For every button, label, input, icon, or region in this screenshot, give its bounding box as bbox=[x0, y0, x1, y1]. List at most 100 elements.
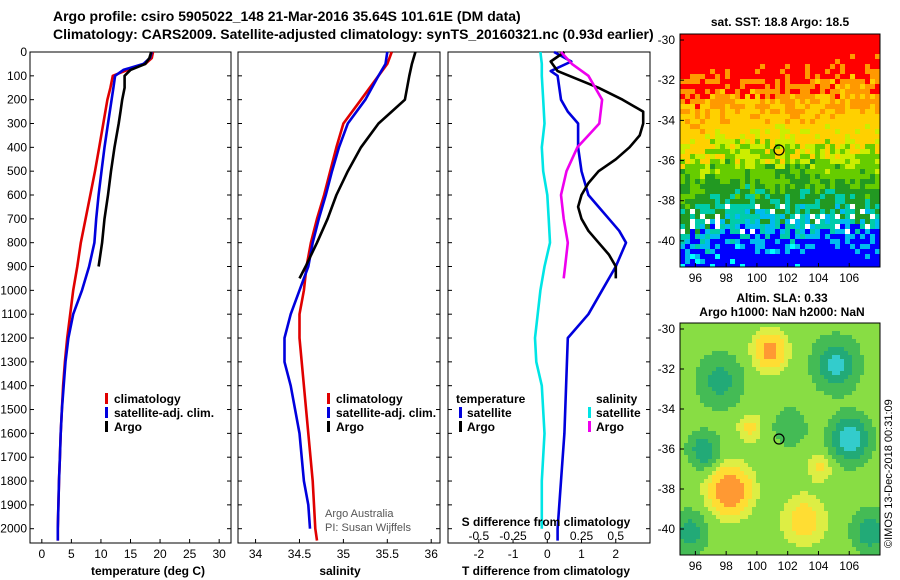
sla-cell bbox=[804, 403, 808, 407]
sla-cell bbox=[824, 495, 828, 499]
sla-cell bbox=[724, 383, 728, 387]
sla-cell bbox=[876, 403, 880, 407]
sst-cell bbox=[785, 104, 790, 109]
sst-cell bbox=[815, 254, 820, 259]
sla-cell bbox=[692, 395, 696, 399]
sst-cell bbox=[810, 49, 815, 54]
sla-cell bbox=[744, 371, 748, 375]
sla-cell bbox=[736, 351, 740, 355]
sst-cell bbox=[875, 229, 880, 234]
sla-cell bbox=[864, 323, 868, 327]
sla-cell bbox=[796, 323, 800, 327]
sla-cell bbox=[836, 339, 840, 343]
sla-cell bbox=[748, 463, 752, 467]
sla-cell bbox=[772, 347, 776, 351]
sla-cell bbox=[836, 367, 840, 371]
sla-cell bbox=[760, 487, 764, 491]
sst-cell bbox=[780, 99, 785, 104]
sla-cell bbox=[736, 367, 740, 371]
sst-cell bbox=[840, 129, 845, 134]
sla-cell bbox=[780, 363, 784, 367]
sst-cell bbox=[755, 74, 760, 79]
sst-cell bbox=[750, 229, 755, 234]
sst-cell bbox=[690, 114, 695, 119]
sst-cell bbox=[825, 154, 830, 159]
sla-cell bbox=[816, 435, 820, 439]
sla-cell bbox=[704, 523, 708, 527]
sst-cell bbox=[725, 254, 730, 259]
sst-cell bbox=[820, 119, 825, 124]
sla-cell bbox=[704, 415, 708, 419]
sla-cell bbox=[684, 359, 688, 363]
x-tick-label: 1 bbox=[578, 547, 585, 561]
depth-tick-label: 300 bbox=[7, 117, 27, 131]
sla-cell bbox=[764, 387, 768, 391]
sst-cell bbox=[870, 74, 875, 79]
sla-cell bbox=[836, 451, 840, 455]
sla-cell bbox=[756, 511, 760, 515]
sst-cell bbox=[695, 249, 700, 254]
sst-cell bbox=[700, 259, 705, 264]
sla-cell bbox=[868, 327, 872, 331]
sla-cell bbox=[756, 323, 760, 327]
sla-cell bbox=[700, 535, 704, 539]
sla-cell bbox=[828, 487, 832, 491]
sst-cell bbox=[715, 219, 720, 224]
sla-cell bbox=[792, 439, 796, 443]
sla-cell bbox=[692, 547, 696, 551]
sla-cell bbox=[856, 495, 860, 499]
sla-cell bbox=[816, 415, 820, 419]
sla-cell bbox=[876, 375, 880, 379]
legend-title-temperature: temperature bbox=[456, 392, 526, 406]
sst-cell bbox=[810, 214, 815, 219]
sst-cell bbox=[855, 134, 860, 139]
sla-cell bbox=[840, 331, 844, 335]
sla-cell bbox=[684, 327, 688, 331]
sla-cell bbox=[828, 547, 832, 551]
sla-cell bbox=[864, 363, 868, 367]
sla-cell bbox=[736, 327, 740, 331]
sla-cell bbox=[768, 503, 772, 507]
sla-cell bbox=[692, 355, 696, 359]
sst-cell bbox=[850, 144, 855, 149]
sla-cell bbox=[700, 379, 704, 383]
sla-cell bbox=[736, 523, 740, 527]
sst-cell bbox=[715, 229, 720, 234]
sla-cell bbox=[780, 331, 784, 335]
sst-cell bbox=[775, 219, 780, 224]
sst-cell bbox=[680, 79, 685, 84]
sst-cell bbox=[795, 34, 800, 39]
sst-cell bbox=[810, 199, 815, 204]
sla-cell bbox=[792, 499, 796, 503]
sla-cell bbox=[680, 415, 684, 419]
sst-cell bbox=[850, 159, 855, 164]
sst-cell bbox=[730, 69, 735, 74]
sla-cell bbox=[748, 363, 752, 367]
sla-cell bbox=[796, 443, 800, 447]
sla-cell bbox=[816, 355, 820, 359]
sla-cell bbox=[796, 475, 800, 479]
sla-cell bbox=[828, 391, 832, 395]
sla-cell bbox=[776, 419, 780, 423]
sst-cell bbox=[745, 264, 750, 267]
sst-cell bbox=[820, 104, 825, 109]
sla-cell bbox=[760, 523, 764, 527]
sst-cell bbox=[845, 64, 850, 69]
sla-cell bbox=[836, 415, 840, 419]
sla-cell bbox=[820, 507, 824, 511]
sst-cell bbox=[800, 234, 805, 239]
sla-cell bbox=[820, 431, 824, 435]
sst-cell bbox=[740, 34, 745, 39]
sla-cell bbox=[788, 527, 792, 531]
sla-cell bbox=[748, 327, 752, 331]
sst-cell bbox=[840, 134, 845, 139]
sla-cell bbox=[704, 331, 708, 335]
sla-cell bbox=[796, 523, 800, 527]
sla-cell bbox=[860, 407, 864, 411]
sst-cell bbox=[760, 129, 765, 134]
sst-cell bbox=[795, 104, 800, 109]
sla-cell bbox=[696, 435, 700, 439]
sst-cell bbox=[815, 114, 820, 119]
sst-cell bbox=[770, 139, 775, 144]
sst-cell bbox=[815, 64, 820, 69]
